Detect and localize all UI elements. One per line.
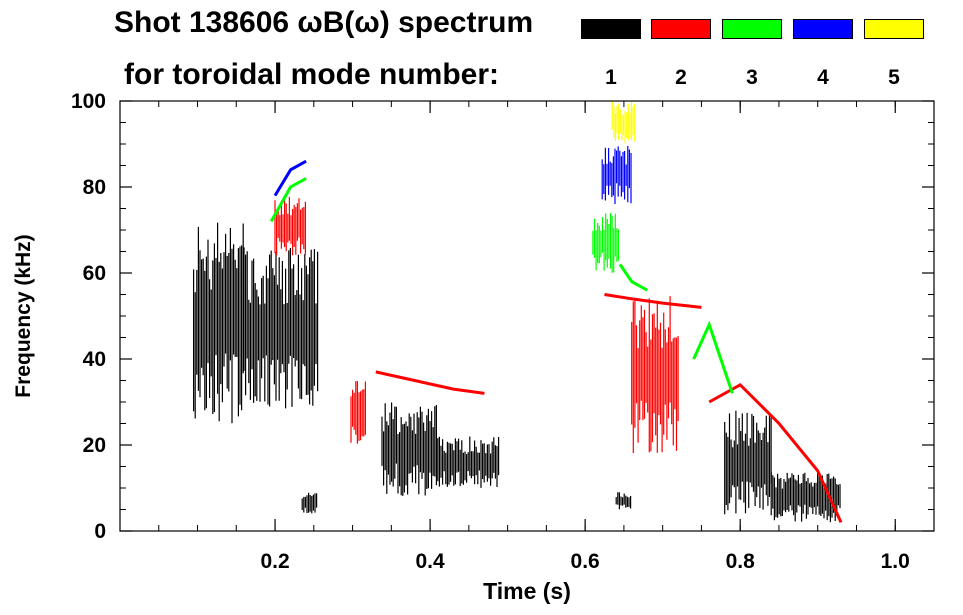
series-n1-region [301,492,318,514]
series-n3-mode-line [618,263,648,292]
legend-swatch-n1 [581,19,641,39]
series-n2-region [350,381,366,444]
series-n4-mode-line [273,159,307,197]
series-n1-region [724,410,772,515]
series-n2-region [274,196,306,256]
legend-swatch-n3 [722,19,782,39]
legend-label-n2: 2 [675,66,687,89]
legend-swatch-n5 [864,19,924,39]
y-tick-label: 100 [71,90,106,113]
axis-ticks [119,100,935,532]
series-n2-region [631,296,679,453]
series-n5 [611,101,636,144]
y-axis-label: Frequency (kHz) [12,234,35,397]
axis-tick-labels: 0.2 0.4 0.6 0.8 1.0 0 20 40 60 80 100 [71,90,910,573]
y-tick-label: 20 [83,434,106,457]
legend-swatch-n2 [651,19,711,39]
series-n2-mode-line [375,370,485,395]
x-tick-label: 0.6 [571,550,600,573]
x-tick-label: 1.0 [881,550,910,573]
legend-label-n4: 4 [817,66,829,89]
legend-label-n1: 1 [605,66,617,89]
chart-title-line2: for toroidal mode number: [124,58,499,91]
y-tick-label: 80 [83,176,106,199]
series-n2 [274,196,843,524]
series-n1-region [193,222,244,424]
legend-label-n5: 5 [888,66,900,89]
series-n3-mode-line [692,320,734,394]
x-axis-label: Time (s) [483,578,571,604]
series-n1 [193,222,841,523]
legend-swatch-n4 [793,19,853,39]
series-n3-mode-line [269,177,307,223]
x-tick-label: 0.8 [726,550,756,573]
y-tick-label: 60 [83,262,106,285]
series-n1-region [381,402,437,496]
series-n1-region [770,471,841,523]
x-tick-label: 0.2 [260,550,289,573]
series-n1-region [437,436,500,488]
series-n4-region [601,146,632,204]
y-tick-label: 40 [83,348,106,371]
series-n1-region [615,492,632,510]
series-n3-region [592,213,620,273]
y-tick-label: 0 [94,520,106,543]
series-n3 [269,177,734,394]
series-n5-region [611,101,636,144]
series-n4 [273,146,632,204]
chart-title-line1: Shot 138606 ωB(ω) spectrum [114,6,534,39]
legend-label-n3: 3 [746,66,758,89]
series-n1-region [243,247,319,409]
spectrum-data-layer [193,101,843,524]
x-tick-label: 0.4 [415,550,445,573]
series-n2-mode-line [604,293,702,309]
